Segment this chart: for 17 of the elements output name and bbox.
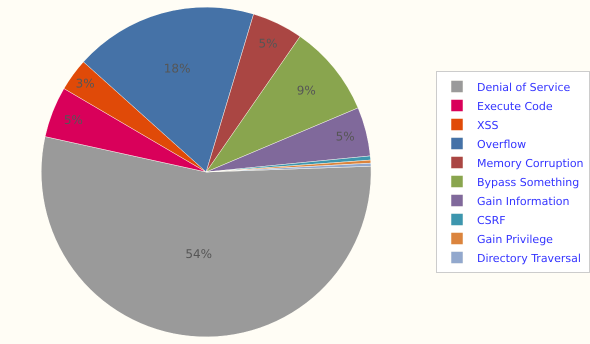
data-label: 18% (164, 62, 190, 76)
data-label: 9% (296, 84, 316, 98)
data-label: 3% (76, 76, 95, 91)
data-label: 54% (185, 247, 212, 262)
legend-label: CSRF (477, 214, 506, 227)
legend-label: Memory Corruption (477, 156, 584, 170)
legend-label: XSS (477, 118, 499, 132)
legend-label: Gain Information (477, 194, 570, 208)
legend-label: Denial of Service (477, 80, 571, 94)
legend-label: Bypass Something (477, 176, 580, 189)
data-label: 5% (64, 112, 83, 127)
legend-label: Overflow (477, 138, 526, 151)
legend-label: Directory Traversal (477, 252, 581, 265)
legend-label: Gain Privilege (477, 232, 554, 246)
data-label: 5% (336, 130, 355, 144)
legend-label: Execute Code (477, 100, 553, 113)
data-label: 5% (258, 36, 278, 51)
